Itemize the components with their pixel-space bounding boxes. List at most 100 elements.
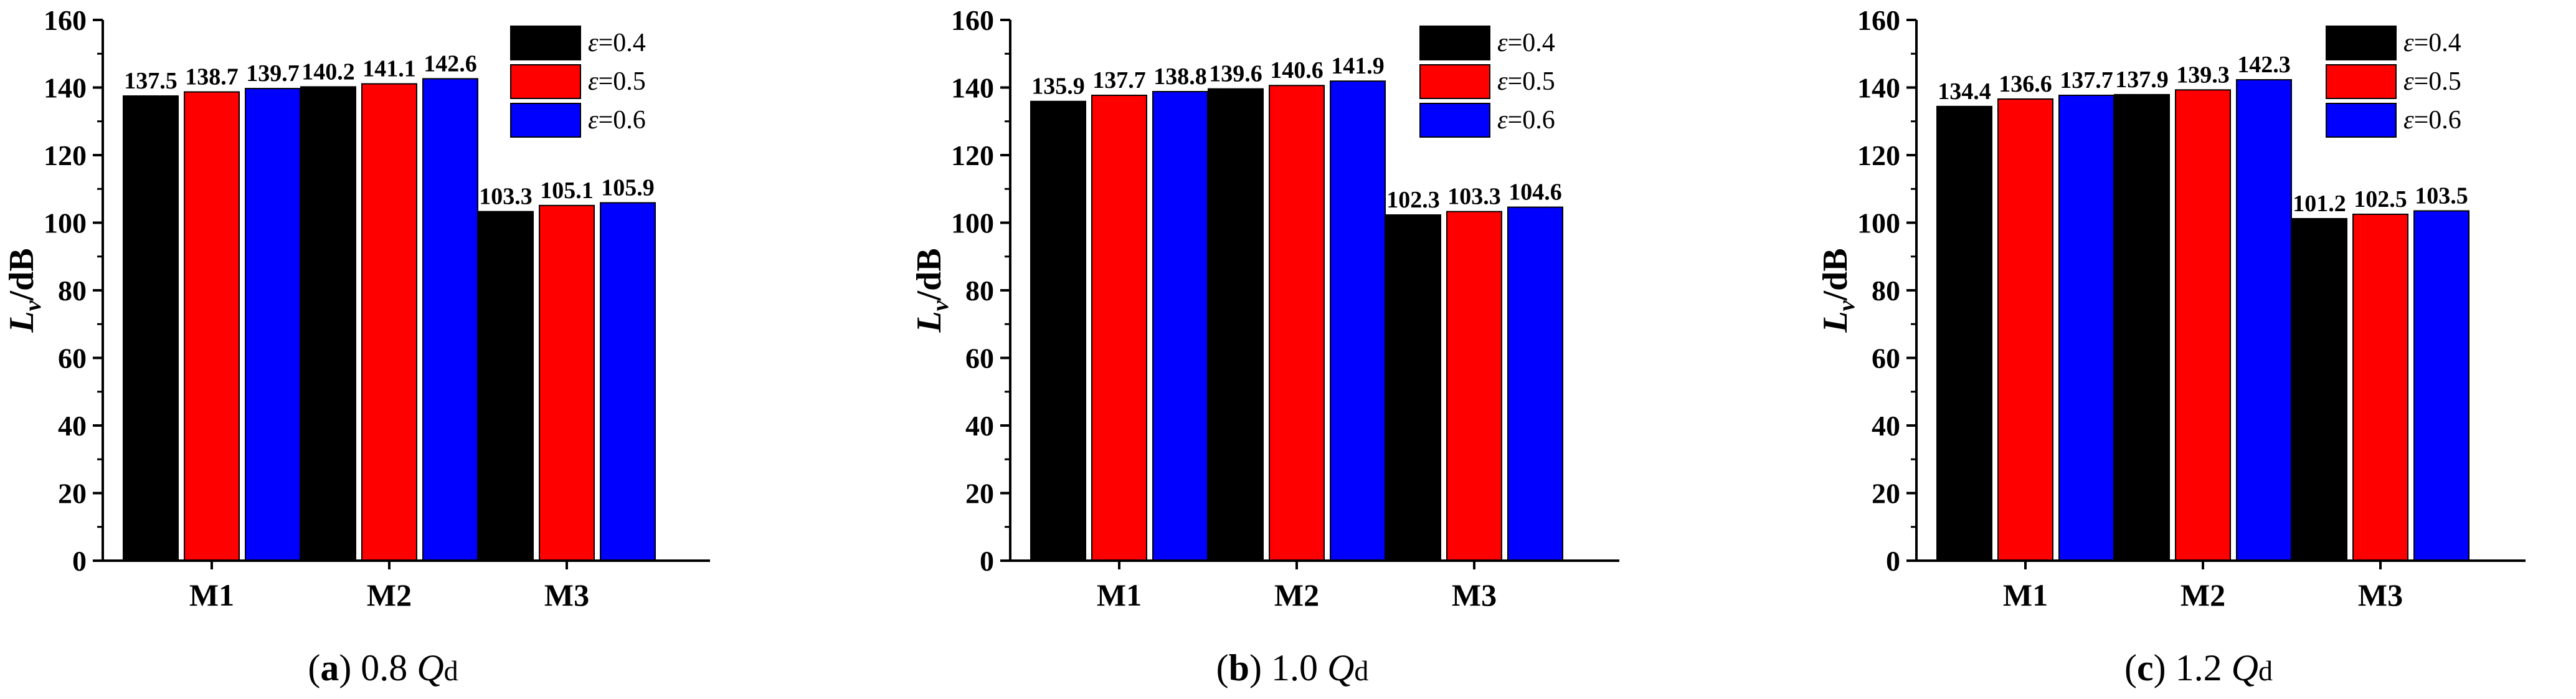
- chart-panel-c: 134.4 137.9 101.2 136.6 139.3 102.5 137.7 142.3…: [1816, 4, 2526, 688]
- caption-close: ) 1.2: [2154, 647, 2232, 688]
- x-tick-label: M3: [1452, 578, 1497, 612]
- legend-swatch-2: [1419, 64, 1490, 99]
- caption-open: (: [2124, 647, 2137, 688]
- data-label: 102.3: [1386, 187, 1440, 213]
- x-tick-label: M2: [1274, 578, 1319, 612]
- y-axis-label-symbol: L: [1816, 311, 1855, 333]
- legend-symbol: ε: [2403, 67, 2414, 96]
- caption-q: Q: [1327, 647, 1354, 688]
- legend-symbol: ε: [2403, 29, 2414, 57]
- bar-m1-series-2: [184, 91, 240, 562]
- bar-m1-series-2: [1091, 94, 1147, 562]
- legend-swatch-2: [510, 64, 581, 99]
- bar-m1-series-2: [1997, 98, 2053, 561]
- x-tick-label: M3: [2358, 578, 2403, 612]
- y-tick-label: 120: [951, 140, 994, 171]
- data-label: 137.7: [2060, 67, 2113, 93]
- y-tick-label: 160: [44, 4, 87, 36]
- data-label: 138.8: [1153, 64, 1207, 90]
- data-label: 105.9: [601, 174, 655, 201]
- bar-m3-series-1: [478, 211, 534, 562]
- bar-m1-series-3: [245, 88, 301, 561]
- y-axis-label-unit: /dB: [910, 248, 949, 301]
- bar-m3-series-3: [2413, 210, 2469, 561]
- bar-m3-series-3: [1507, 206, 1563, 562]
- data-label: 137.7: [1092, 67, 1146, 93]
- data-label: 139.3: [2176, 62, 2230, 88]
- caption-sub: d: [2258, 655, 2273, 687]
- y-tick-label: 100: [44, 207, 87, 239]
- y-axis-label-unit: /dB: [2, 248, 41, 301]
- caption-letter: b: [1229, 647, 1249, 688]
- bar-m3-series-2: [539, 204, 595, 561]
- bar-m2-series-2: [361, 83, 417, 562]
- caption-sub: d: [1354, 655, 1368, 687]
- caption-close: ) 0.8: [339, 647, 417, 688]
- legend-entry-3: ε=0.6: [1497, 106, 1555, 135]
- caption-letter: c: [2137, 647, 2154, 688]
- legend-swatch-3: [1419, 103, 1490, 138]
- y-tick-label: 100: [1857, 207, 1900, 239]
- bar-m1-series-1: [1030, 100, 1086, 561]
- legend-entry-3: ε=0.6: [2403, 106, 2461, 135]
- panel-caption: (b) 1.0 Qd: [1216, 647, 1369, 688]
- legend-value: =0.6: [599, 106, 646, 135]
- legend-symbol: ε: [588, 29, 599, 57]
- y-axis-label-subscript: v: [20, 300, 46, 311]
- bar-m2-series-1: [300, 86, 356, 562]
- legend-value: =0.6: [2414, 106, 2461, 135]
- legend-symbol: ε: [2403, 106, 2414, 135]
- y-tick-label: 40: [965, 410, 994, 442]
- caption-q: Q: [417, 647, 443, 688]
- data-label: 138.7: [185, 64, 239, 90]
- y-tick-label: 40: [58, 410, 87, 442]
- bar-m1-series-3: [2058, 94, 2114, 562]
- y-tick-label: 100: [951, 207, 994, 239]
- data-label: 136.6: [1999, 71, 2052, 97]
- panel-caption: (a) 0.8 Qd: [308, 647, 458, 688]
- legend-swatch-1: [510, 26, 581, 60]
- legend-swatch-3: [510, 103, 581, 138]
- data-label: 137.5: [124, 68, 178, 94]
- bar-m2-series-3: [422, 78, 478, 561]
- legend-swatch-1: [1419, 26, 1490, 60]
- legend-entry-3: ε=0.6: [588, 106, 646, 135]
- legend-entry-2: ε=0.5: [2403, 67, 2461, 96]
- legend-value: =0.5: [1508, 67, 1555, 96]
- y-tick-label: 20: [58, 478, 87, 510]
- y-tick-label: 140: [44, 72, 87, 104]
- legend-value: =0.4: [599, 29, 646, 57]
- bar-m2-series-2: [2175, 89, 2231, 562]
- bar-m2-series-1: [2114, 93, 2170, 561]
- legend-entry-1: ε=0.4: [588, 29, 646, 57]
- legend-entry-1: ε=0.4: [1497, 29, 1555, 57]
- data-label: 104.6: [1508, 179, 1562, 206]
- legend-value: =0.4: [2414, 29, 2461, 57]
- y-tick-label: 0: [980, 545, 994, 577]
- y-tick-label: 160: [1857, 4, 1900, 36]
- caption-sub: d: [444, 655, 458, 687]
- data-label: 142.3: [2237, 52, 2291, 78]
- legend-symbol: ε: [588, 106, 599, 135]
- legend-symbol: ε: [588, 67, 599, 96]
- bar-m2-series-3: [1330, 80, 1386, 561]
- x-tick-label: M2: [367, 578, 412, 612]
- chart-panel-a: 137.5 140.2 103.3 138.7 141.1 105.1 139.7 142.6…: [2, 4, 710, 688]
- bar-m3-series-1: [2291, 217, 2347, 561]
- legend-swatch-2: [2326, 64, 2397, 99]
- caption-q: Q: [2232, 647, 2258, 688]
- bar-m1-series-3: [1152, 91, 1208, 561]
- caption-close: ) 1.0: [1249, 647, 1327, 688]
- caption-open: (: [308, 647, 320, 688]
- y-tick-label: 140: [951, 72, 994, 104]
- data-label: 139.6: [1209, 61, 1262, 87]
- bar-m1-series-1: [1936, 105, 1992, 561]
- data-label: 137.9: [2115, 67, 2169, 93]
- y-axis-label: Lv/dB: [910, 248, 954, 333]
- y-tick-label: 0: [72, 545, 87, 577]
- legend-symbol: ε: [1497, 29, 1508, 57]
- y-tick-label: 140: [1857, 72, 1900, 104]
- y-tick-label: 0: [1886, 545, 1900, 577]
- bar-m3-series-2: [1446, 211, 1502, 562]
